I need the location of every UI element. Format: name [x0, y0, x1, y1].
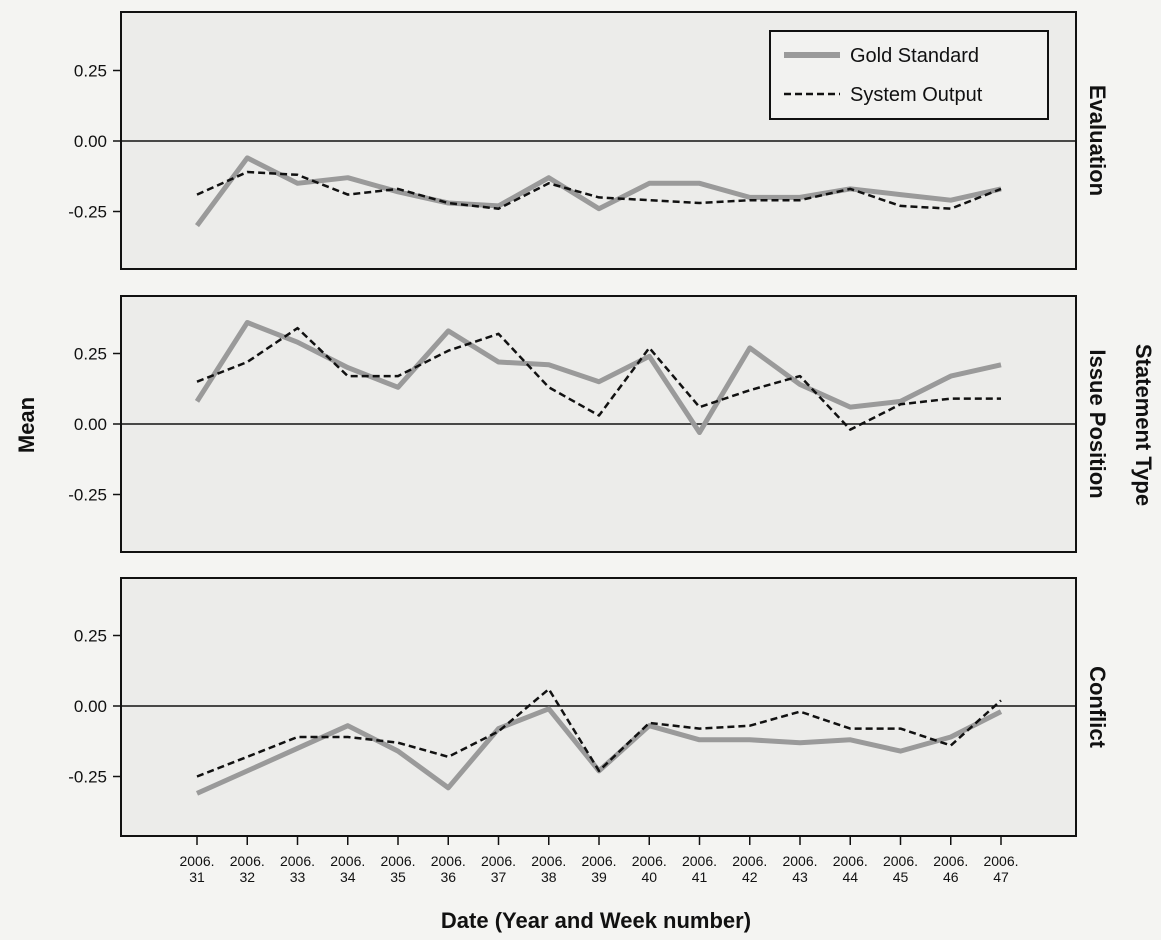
y-tick-label-conflict: 0.00: [74, 697, 107, 716]
x-tick-label-year: 2006.: [431, 853, 466, 869]
x-tick-label-week: 36: [440, 869, 456, 885]
series-line-system-output-issue-position: [196, 326, 1001, 431]
x-tick-label-week: 45: [893, 869, 909, 885]
x-tick-label-year: 2006.: [682, 853, 717, 869]
x-tick-label-week: 32: [239, 869, 255, 885]
x-ticks: 2006.312006.322006.332006.342006.352006.…: [179, 836, 1019, 885]
x-tick-label-week: 40: [641, 869, 657, 885]
facet-label-issue-position: Issue Position: [1085, 349, 1110, 498]
x-tick-label-year: 2006.: [983, 853, 1018, 869]
y-tick-label-issue-position: 0.00: [74, 415, 107, 434]
x-tick-label-week: 46: [943, 869, 959, 885]
series-line-gold-standard-evaluation: [194, 155, 1002, 228]
x-tick-label-year: 2006.: [833, 853, 868, 869]
x-tick-label-week: 35: [390, 869, 406, 885]
facet-label-evaluation: Evaluation: [1085, 85, 1110, 196]
y-axis-title: Mean: [14, 397, 39, 453]
y-tick-label-issue-position: -0.25: [68, 486, 107, 505]
panel-issue-position: 0.25 0.00 -0.25 Issue Position: [68, 295, 1110, 553]
x-tick-label-year: 2006.: [883, 853, 918, 869]
legend-gold-standard-label: Gold Standard: [850, 45, 979, 67]
y-tick-label-conflict: 0.25: [74, 627, 107, 646]
x-tick-label-year: 2006.: [632, 853, 667, 869]
x-tick-label-year: 2006.: [481, 853, 516, 869]
x-tick-label-week: 39: [591, 869, 607, 885]
y-tick-label-issue-position: 0.25: [74, 345, 107, 364]
legend: Gold Standard System Output: [769, 30, 1049, 120]
y-tick-label-conflict: -0.25: [68, 768, 107, 787]
x-tick-label-year: 2006.: [330, 853, 365, 869]
x-tick-label-year: 2006.: [933, 853, 968, 869]
series-line-system-output-conflict: [196, 687, 1002, 778]
panels-layer: 0.25 0.00 -0.25 Evaluation 0.25 0.00 -0.25 Issu…: [68, 11, 1110, 837]
legend-system-output-label: System Output: [850, 84, 983, 106]
legend-box: [769, 30, 1049, 120]
x-tick-label-week: 38: [541, 869, 557, 885]
x-tick-label-year: 2006.: [732, 853, 767, 869]
facet-label-conflict: Conflict: [1085, 666, 1110, 749]
panel-frame-conflict: [120, 577, 1077, 837]
x-tick-label-year: 2006.: [280, 853, 315, 869]
x-tick-label-year: 2006.: [179, 853, 214, 869]
facet-axis-title: Statement Type: [1131, 344, 1156, 506]
x-tick-label-year: 2006.: [380, 853, 415, 869]
x-tick-label-week: 31: [189, 869, 205, 885]
x-tick-label-week: 47: [993, 869, 1009, 885]
panel-conflict: 0.25 0.00 -0.25 Conflict: [68, 577, 1110, 837]
y-tick-label-evaluation: 0.25: [74, 62, 107, 81]
x-tick-label-week: 34: [340, 869, 356, 885]
y-tick-label-evaluation: 0.00: [74, 132, 107, 151]
y-tick-label-evaluation: -0.25: [68, 203, 107, 222]
x-axis-title: Date (Year and Week number): [441, 908, 751, 933]
x-tick-label-week: 37: [491, 869, 507, 885]
series-line-system-output-evaluation: [196, 170, 1002, 210]
x-tick-label-week: 43: [792, 869, 808, 885]
x-tick-label-week: 33: [290, 869, 306, 885]
x-tick-label-year: 2006.: [581, 853, 616, 869]
x-tick-label-week: 42: [742, 869, 758, 885]
x-tick-label-year: 2006.: [782, 853, 817, 869]
x-tick-label-week: 44: [842, 869, 858, 885]
x-tick-label-year: 2006.: [230, 853, 265, 869]
x-tick-label-year: 2006.: [531, 853, 566, 869]
x-tick-label-week: 41: [692, 869, 708, 885]
